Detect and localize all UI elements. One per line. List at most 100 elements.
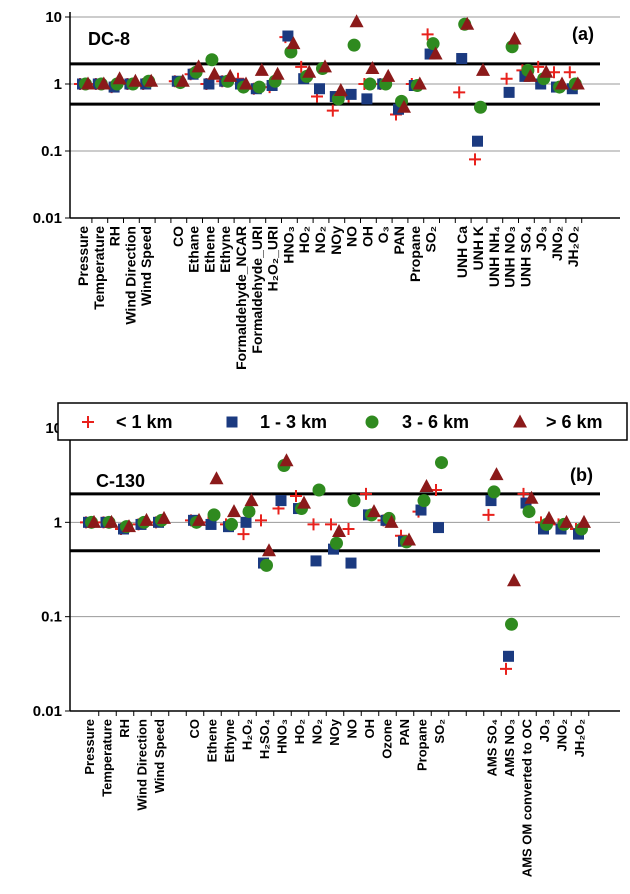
x-tick-label: PAN [397,719,412,745]
x-tick-label: RH [107,226,123,246]
data-point [539,64,554,78]
x-tick-label: NO [344,226,360,247]
x-tick-label: Ethyne [217,226,233,273]
data-point [476,62,490,76]
data-point [237,528,250,541]
x-tick-label: JH₂O₂ [565,226,581,267]
data-point [139,512,154,526]
y-tick-label: 10 [45,9,62,26]
chart-title: C-130 [96,471,145,491]
data-point [507,31,522,45]
x-tick-label: UNH SO₄ [517,226,533,287]
data-point [345,557,357,569]
x-tick-label: Pressure [82,719,97,775]
panel-label: (b) [570,465,593,485]
data-point [342,522,355,535]
data-point [542,510,556,524]
data-point [223,68,238,82]
data-point [297,495,311,509]
data-point [96,76,111,90]
data-point [487,485,501,499]
legend-marker [513,414,527,428]
data-point [227,504,241,518]
x-tick-label: Propane [407,226,423,282]
y-tick-label: 0.1 [41,143,62,160]
data-point [474,100,487,114]
x-tick-label: SO₂ [423,226,439,252]
data-point [563,66,576,79]
data-point [254,62,269,76]
data-point [349,14,364,28]
x-tick-label: NO₂ [310,719,325,745]
x-tick-label: NOy [328,226,344,255]
x-tick-label: Formaldehyde_NCAR [233,226,249,370]
data-point [328,543,339,555]
data-point [412,76,427,90]
x-tick-label: UNH NH₄ [486,226,502,287]
x-tick-label: HNO₃ [275,719,290,754]
data-point [421,28,434,41]
data-point [365,61,380,75]
legend-marker [82,416,94,428]
data-point [326,104,339,117]
x-tick-label: CO [187,719,202,739]
panel-label: (a) [572,24,594,44]
data-point [203,78,215,90]
data-point [482,508,495,521]
data-point [240,516,252,528]
x-tick-label: H₂SO₄ [257,719,272,759]
x-tick-label: Wind Speed [152,719,167,793]
data-point [524,490,539,504]
data-point [302,64,317,78]
x-tick-label: HO₂ [296,226,312,253]
data-point [325,518,337,531]
data-point [519,70,531,82]
data-point [239,76,253,90]
x-tick-label: Propane [415,719,430,771]
data-point [205,518,217,530]
y-tick-label: 1 [54,76,62,93]
y-tick-label: 0.01 [33,703,62,720]
data-point [310,555,322,567]
data-point [122,519,136,533]
x-tick-label: Ozone [380,719,395,759]
data-point [428,46,443,60]
x-tick-label: O₃ [375,226,391,243]
x-tick-label: Wind Direction [135,719,150,811]
legend-box [57,402,628,441]
data-point [559,514,574,528]
data-point [209,471,224,485]
data-point [532,60,545,73]
legend-marker [365,415,379,429]
data-point [360,487,372,500]
data-point [419,478,434,492]
data-point [318,59,332,73]
x-tick-label: JO₃ [537,719,552,742]
data-point [244,493,259,507]
data-point [570,76,585,90]
data-point [505,617,518,631]
x-tick-label: Pressure [75,226,91,286]
data-point [333,82,348,96]
chart-title: DC-8 [88,29,130,49]
data-point [500,662,512,675]
data-point [255,514,267,527]
x-tick-label: JNO₂ [555,719,570,752]
data-point [363,77,377,91]
data-point [361,93,373,105]
data-point [279,453,294,467]
data-point [555,76,569,90]
x-tick-label: SO₂ [432,719,447,744]
data-point [367,504,381,518]
data-point [523,68,538,82]
data-point [345,88,357,100]
data-point [397,99,411,113]
data-point [489,467,504,481]
x-tick-label: JO₃ [533,226,549,251]
data-point [330,536,343,550]
x-tick-label: H₂O₂ [240,719,255,750]
data-point [469,153,481,166]
data-point [503,86,515,98]
data-point [144,73,159,87]
data-point [393,103,404,115]
